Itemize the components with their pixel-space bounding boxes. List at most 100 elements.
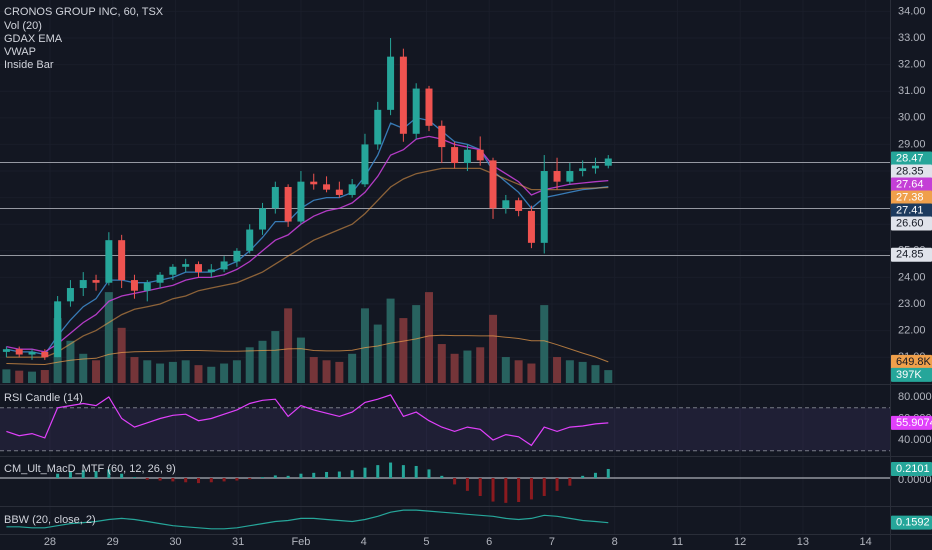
macd-bar: [107, 469, 111, 478]
volume-bar: [501, 357, 510, 383]
volume-bar: [181, 360, 190, 383]
candle-body: [182, 264, 190, 267]
volume-bar: [284, 308, 293, 383]
volume-bar: [258, 340, 267, 383]
macd-bar: [504, 477, 508, 503]
macd-bar: [491, 477, 495, 502]
macd-bar: [68, 471, 72, 478]
pane-title: CM_Ult_MacD_MTF (60, 12, 26, 9): [4, 463, 176, 475]
rsi-line: [6, 394, 609, 447]
volume-bar: [604, 370, 613, 383]
rsi-tick-label: 40.0000: [898, 434, 932, 446]
candle-body: [310, 181, 318, 185]
volume-bar: [28, 371, 37, 383]
candle-body: [412, 88, 420, 134]
candle-body: [41, 351, 49, 358]
candle-body: [463, 149, 471, 164]
candle-body: [54, 301, 62, 358]
price-badge-label: 27.38: [896, 191, 924, 203]
macd-bar: [56, 473, 60, 478]
candle-body: [118, 240, 126, 281]
macd-bar: [376, 465, 380, 478]
candle-body: [489, 160, 497, 209]
candle-body: [79, 280, 87, 289]
volume-bar: [79, 353, 88, 383]
price-badge-label: 28.47: [896, 152, 924, 164]
macd-bar: [350, 470, 354, 478]
candle-body: [515, 200, 523, 211]
volume-bar: [514, 360, 523, 383]
volume-bar: [168, 361, 177, 383]
volume-bar: [540, 305, 549, 383]
macd-bar: [325, 471, 329, 478]
indicator-label: GDAX EMA: [4, 33, 63, 45]
macd-bar: [593, 472, 597, 478]
volume-ma-line: [6, 334, 609, 366]
volume-bar: [194, 365, 203, 383]
volume-bar: [386, 298, 395, 383]
x-tick-label: 30: [169, 536, 181, 548]
candle-body: [527, 210, 535, 243]
legend: CRONOS GROUP INC, 60, TSX Vol (20) GDAX …: [4, 6, 176, 526]
macd-bar: [145, 477, 149, 480]
macd-bar: [478, 477, 482, 496]
x-tick-label: 13: [797, 536, 809, 548]
rsi-band: [0, 407, 890, 451]
macd-bar: [453, 477, 457, 485]
volume-bar: [578, 361, 587, 383]
macd-bar: [273, 475, 277, 478]
macd-bar: [158, 477, 162, 481]
candle-body: [194, 264, 202, 273]
volume-bar: [565, 360, 574, 383]
macd-tick-label: 0.0000: [898, 474, 932, 486]
macd-bar: [542, 477, 546, 496]
candle-body: [143, 282, 151, 291]
candle-body: [425, 88, 433, 126]
candle-body: [169, 266, 177, 275]
macd-bar: [132, 477, 136, 478]
candle-body: [220, 261, 228, 270]
y-tick-label: 23.00: [898, 298, 926, 310]
candle-body: [233, 250, 241, 262]
volume-bar: [40, 370, 49, 383]
price-badge: [891, 203, 932, 218]
candle-body: [540, 171, 548, 243]
candle-body: [553, 171, 561, 182]
candle-body: [105, 240, 113, 283]
price-badge-label: 27.41: [896, 204, 924, 216]
volume-bar: [92, 360, 101, 383]
volume-bar: [373, 324, 382, 383]
macd-bar: [196, 477, 200, 484]
y-tick-label: 34.00: [898, 5, 926, 17]
price-badge: [891, 216, 932, 231]
macd-bar: [171, 477, 175, 482]
macd-bar: [363, 467, 367, 478]
volume-bar: [245, 347, 254, 383]
volume-bar: [143, 360, 152, 383]
indicator-label: Inside Bar: [4, 59, 54, 71]
candle-body: [284, 186, 292, 222]
volume-bar: [309, 357, 318, 383]
indicator-label: VWAP: [4, 46, 36, 58]
indicator-label: Vol (20): [4, 20, 42, 32]
volume-bar: [271, 331, 280, 383]
candle-body: [2, 349, 10, 352]
candle-body: [502, 200, 510, 209]
candle-body: [15, 349, 23, 355]
candle-body: [591, 165, 599, 169]
price-badge-label: 55.9074: [896, 417, 932, 429]
candle-body: [207, 269, 215, 273]
candle-body: [66, 288, 74, 302]
macd-bar: [581, 475, 585, 478]
volume-bar: [15, 370, 24, 383]
macd-bar: [222, 477, 226, 482]
macd-bar: [286, 475, 290, 478]
volume-bar: [322, 360, 331, 383]
price-badge: [891, 164, 932, 179]
price-badge: [891, 190, 932, 205]
indicator-line: [6, 167, 609, 358]
chart-title: CRONOS GROUP INC, 60, TSX: [4, 6, 164, 18]
x-tick-label: 29: [107, 536, 119, 548]
price-badge: [891, 177, 932, 192]
candle-body: [297, 181, 305, 222]
